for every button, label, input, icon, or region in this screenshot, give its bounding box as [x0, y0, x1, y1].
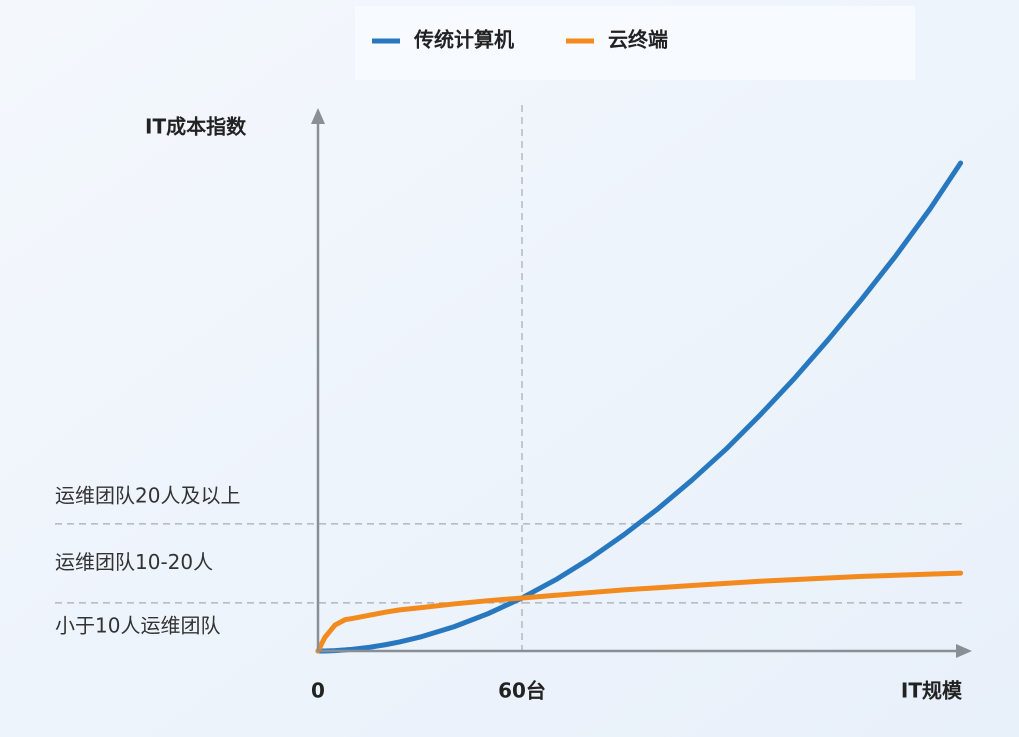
y-axis-arrow	[311, 108, 325, 124]
band-label: 运维团队20人及以上	[55, 483, 240, 507]
legend: 传统计算机 云终端	[372, 28, 668, 52]
legend-label: 传统计算机	[413, 28, 514, 52]
series-line	[315, 570, 964, 654]
series-line	[315, 160, 964, 654]
plot	[315, 160, 964, 654]
band-label: 小于10人运维团队	[55, 613, 220, 637]
grid	[55, 105, 962, 651]
band-label: 运维团队10-20人	[55, 550, 213, 574]
x-axis-label: IT规模	[901, 679, 963, 703]
x-tick-label: 60台	[498, 679, 546, 703]
legend-label: 云终端	[608, 28, 668, 52]
legend-box	[355, 6, 915, 80]
y-axis-label: IT成本指数	[145, 115, 247, 139]
x-axis-arrow	[956, 644, 972, 658]
x-tick-label: 0	[311, 679, 325, 703]
